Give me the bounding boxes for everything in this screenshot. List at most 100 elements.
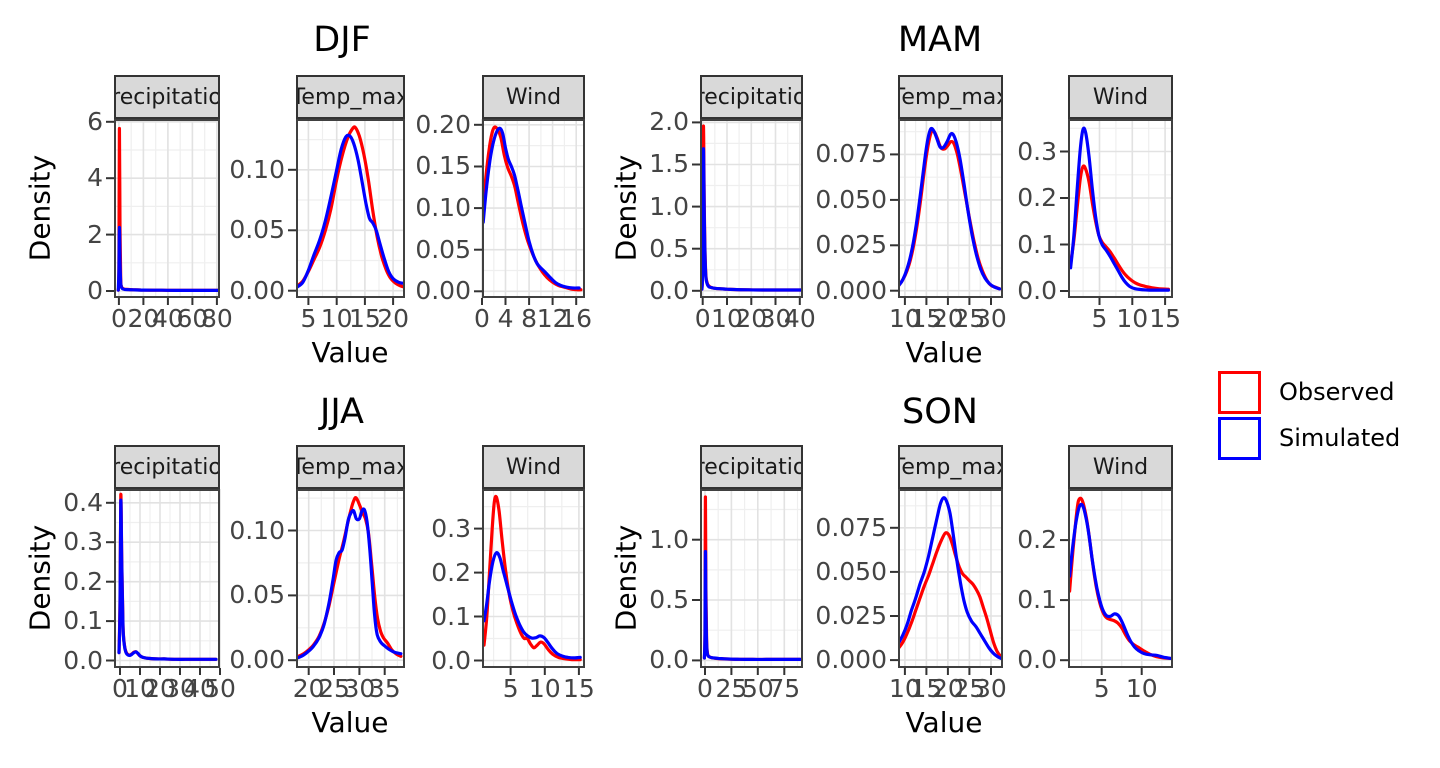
panel-border (114, 119, 220, 298)
facet-strip-label: Wind (1092, 454, 1149, 480)
x-tick-label: 25 (318, 674, 350, 703)
x-tick-label: 5 (1093, 674, 1110, 703)
y-tick-label: 0.3 (63, 527, 103, 557)
y-tick-label: 0.00 (229, 645, 285, 675)
facet-strip-temp_max: Temp_max (296, 75, 405, 119)
x-tick-label: 5 (1091, 304, 1108, 333)
x-tick-label: 0 (697, 674, 713, 703)
simulated-density-curve (482, 126, 581, 290)
simulated-density-curve (702, 550, 802, 662)
x-tick-label: 60 (176, 304, 209, 333)
x-tick-label: 16 (560, 304, 593, 333)
x-tick-label: 20 (377, 304, 410, 333)
facet-strip-precipitation: Precipitation (700, 75, 803, 119)
simulated-density-curve (296, 507, 403, 660)
panel-background (114, 489, 220, 668)
x-tick-label: 30 (164, 674, 196, 703)
panel-border (700, 489, 803, 668)
simulated-density-curve (296, 133, 405, 289)
y-tick-label: 0.025 (815, 600, 887, 630)
facet-title-djf: DJF (313, 20, 371, 60)
y-tick-label: 0.00 (229, 275, 285, 305)
x-tick-label: 0 (110, 304, 127, 333)
facet-strip-temp_max: Temp_max (898, 445, 1003, 489)
density-panel-son-precipitation (692, 489, 803, 675)
x-tick-label: 15 (348, 304, 381, 333)
y-tick-label: 0.0 (649, 645, 689, 675)
y-tick-label: 0.2 (1017, 525, 1057, 555)
facet-strip-label: Precipitation (116, 84, 218, 110)
density-panel-jja-wind (474, 489, 585, 675)
x-tick-label: 10 (320, 304, 353, 333)
x-tick-label: 10 (1125, 674, 1158, 703)
x-axis-title: Value (311, 706, 389, 739)
y-tick-label: 0.00 (415, 276, 471, 306)
y-tick-label: 0 (87, 275, 103, 305)
x-tick-label: 30 (975, 674, 1007, 703)
panel-border (898, 119, 1003, 298)
y-tick-label: 0.1 (431, 601, 471, 631)
x-tick-label: 15 (562, 674, 595, 703)
y-tick-label: 0.2 (431, 557, 471, 587)
density-panel-mam-precipitation (692, 119, 803, 305)
y-tick-label: 0.0 (1017, 276, 1057, 306)
observed-density-curve (1068, 496, 1172, 660)
panel-border (1068, 489, 1173, 668)
simulated-density-curve (117, 498, 218, 661)
y-tick-label: 0.15 (415, 151, 471, 181)
x-tick-label: 40 (783, 304, 816, 333)
x-tick-label: 40 (152, 304, 184, 333)
simulated-density-curve (700, 147, 803, 292)
legend: Observed Simulated (1218, 370, 1400, 462)
facet-strip-wind: Wind (482, 75, 585, 119)
x-tick-label: 30 (343, 674, 376, 703)
x-tick-label: 0 (474, 304, 490, 333)
x-tick-label: 10 (124, 674, 156, 703)
x-tick-label: 50 (204, 674, 236, 703)
y-tick-label: 0.0 (63, 645, 103, 675)
legend-entry-observed: Observed (1218, 370, 1400, 414)
x-tick-label: 25 (953, 674, 986, 703)
x-axis-title: Value (905, 706, 983, 739)
y-tick-label: 0.2 (1017, 183, 1057, 213)
y-tick-label: 0.075 (815, 139, 887, 169)
facet-title-son: SON (902, 392, 978, 432)
y-tick-label: 0.1 (1017, 585, 1057, 615)
x-tick-label: 80 (201, 304, 233, 333)
panel-background (1068, 489, 1173, 668)
y-tick-label: 0.0 (431, 645, 471, 675)
panel-border (700, 119, 803, 298)
x-tick-label: 0 (112, 674, 128, 703)
y-tick-label: 0.10 (229, 154, 285, 184)
x-tick-label: 20 (932, 674, 964, 703)
facet-strip-label: Temp_max (900, 84, 1001, 110)
simulated-density-curve (898, 126, 1002, 291)
x-tick-label: 10 (888, 674, 921, 703)
y-tick-label: 0.3 (1017, 136, 1057, 166)
facet-strip-label: Precipitation (702, 454, 801, 480)
y-tick-label: 2 (87, 219, 103, 249)
x-tick-label: 0 (694, 304, 711, 333)
x-tick-label: 15 (910, 674, 943, 703)
density-panel-djf-wind (474, 119, 585, 305)
x-tick-label: 35 (368, 674, 401, 703)
x-tick-label: 10 (888, 304, 921, 333)
facet-strip-wind: Wind (1068, 75, 1173, 119)
y-tick-label: 2.0 (649, 107, 689, 137)
facet-strip-label: Temp_max (296, 454, 405, 480)
panel-background (296, 489, 405, 668)
x-tick-label: 10 (528, 674, 561, 703)
y-tick-label: 0.050 (815, 184, 887, 214)
x-axis-title: Value (905, 336, 983, 369)
x-tick-label: 5 (502, 674, 519, 703)
x-tick-label: 30 (759, 304, 792, 333)
y-tick-label: 0.1 (1017, 229, 1057, 259)
density-panel-jja-precipitation (106, 489, 221, 675)
panel-border (482, 489, 585, 668)
simulated-density-curve (482, 551, 582, 660)
y-tick-label: 0.05 (415, 234, 471, 264)
y-tick-label: 0.20 (415, 109, 471, 139)
x-tick-label: 4 (497, 304, 514, 333)
observed-density-curve (482, 494, 582, 662)
